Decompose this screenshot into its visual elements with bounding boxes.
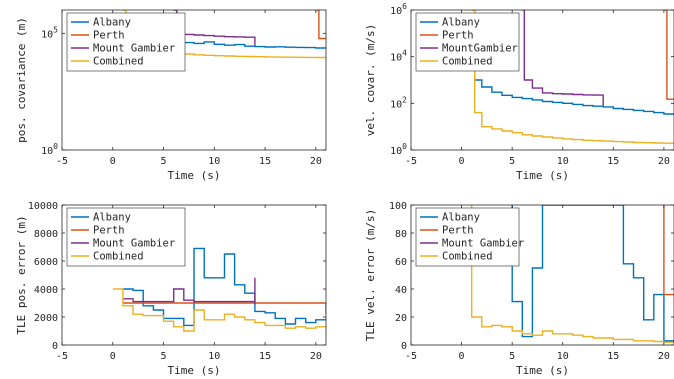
legend-entry: Albany (442, 212, 480, 224)
x-tick-label: 10 (557, 156, 569, 167)
legend-entry: Combined (93, 251, 144, 263)
series-line-albany (511, 205, 674, 342)
y-tick-label: 10000 (28, 201, 58, 212)
series-line-albany (122, 247, 326, 327)
y-tick-label: 100 (41, 142, 58, 157)
chart-panel-top-left: -5 0 5 10 15 20 100 105 Time (s) pos. covariance … (15, 9, 327, 182)
x-tick-label: 10 (208, 156, 220, 167)
x-tick-label: 0 (110, 156, 116, 167)
x-tick-label: 20 (658, 156, 670, 167)
y-tick-label: 104 (390, 49, 407, 64)
y-axis-label: TLE vel. error (m/s) (364, 209, 377, 341)
x-axis-label: Time (s) (516, 364, 569, 377)
y-axis-label: pos. covariance (m) (15, 17, 28, 143)
legend-entry: Combined (93, 56, 144, 68)
x-tick-label: 20 (310, 351, 322, 362)
y-axis-label: TLE pos. error (m) (15, 215, 28, 334)
y-tick-label: 60 (395, 257, 407, 268)
x-tick-label: -5 (56, 156, 68, 167)
y-tick-label: 8000 (34, 229, 58, 240)
series-line-combined (471, 10, 674, 144)
y-tick-label: 0 (401, 341, 407, 352)
x-tick-label: 5 (161, 351, 167, 362)
y-tick-label: 100 (389, 201, 407, 212)
legend-entry: Combined (442, 251, 493, 263)
plot-area (410, 204, 674, 346)
x-tick-label: 0 (459, 156, 465, 167)
x-tick-label: 15 (259, 156, 271, 167)
legend-entry: MountGambier (442, 43, 518, 55)
series-line-perth (663, 205, 674, 296)
legend-entry: Albany (442, 17, 480, 29)
x-tick-label: 10 (557, 351, 569, 362)
series-line-albany (471, 10, 674, 115)
legend-entry: Mount Gambier (442, 238, 524, 250)
y-tick-label: 6000 (34, 257, 58, 268)
chart-panel-top-right: -5 0 5 10 15 20 100 102 104 106 Time (s) vel. covar… (364, 2, 674, 182)
x-tick-label: 0 (459, 351, 465, 362)
plot-area (410, 9, 674, 151)
series-line-mount-gambier (122, 277, 256, 305)
y-tick-label: 102 (390, 95, 407, 110)
series-line-perth (663, 10, 674, 100)
x-tick-label: 5 (509, 351, 515, 362)
y-tick-label: 0 (52, 341, 58, 352)
y-tick-label: 4000 (34, 285, 58, 296)
x-tick-label: 5 (509, 156, 515, 167)
series-line-combined (471, 205, 674, 343)
series-line-mount-gambier (173, 10, 256, 46)
series-line-albany (173, 10, 326, 49)
legend-entry: Perth (442, 30, 474, 42)
x-tick-label: 0 (110, 351, 116, 362)
y-tick-label: 2000 (34, 313, 58, 324)
y-tick-label: 20 (395, 313, 407, 324)
y-tick-label: 80 (395, 229, 407, 240)
plot-area (61, 204, 327, 346)
x-tick-label: 15 (607, 156, 619, 167)
x-tick-label: -5 (405, 156, 417, 167)
x-tick-label: -5 (405, 351, 417, 362)
legend-entry: Perth (93, 30, 125, 42)
y-tick-label: 106 (390, 2, 407, 17)
plot-area (61, 9, 327, 151)
x-tick-label: -5 (56, 351, 68, 362)
x-tick-label: 10 (208, 351, 220, 362)
x-tick-label: 5 (161, 156, 167, 167)
x-tick-label: 20 (310, 156, 322, 167)
y-tick-label: 100 (390, 142, 407, 157)
y-axis-label: vel. covar. (m/s) (364, 24, 377, 137)
x-axis-label: Time (s) (516, 169, 569, 182)
series-line-combined (112, 288, 326, 332)
legend-entry: Mount Gambier (93, 43, 175, 55)
legend-entry: Perth (93, 225, 125, 237)
x-axis-label: Time (s) (168, 364, 221, 377)
y-tick-label: 105 (41, 25, 58, 40)
series-line-perth (122, 302, 326, 315)
x-tick-label: 20 (658, 351, 670, 362)
legend-entry: Combined (442, 56, 493, 68)
legend-entry: Albany (93, 17, 131, 29)
series-line-mountgambier (522, 10, 604, 106)
y-tick-label: 40 (395, 285, 407, 296)
legend-entry: Perth (442, 225, 474, 237)
x-tick-label: 15 (259, 351, 271, 362)
x-tick-label: 15 (607, 351, 619, 362)
series-line-perth (315, 10, 326, 40)
legend-entry: Albany (93, 212, 131, 224)
legend-entry: Mount Gambier (93, 238, 175, 250)
x-axis-label: Time (s) (168, 169, 221, 182)
